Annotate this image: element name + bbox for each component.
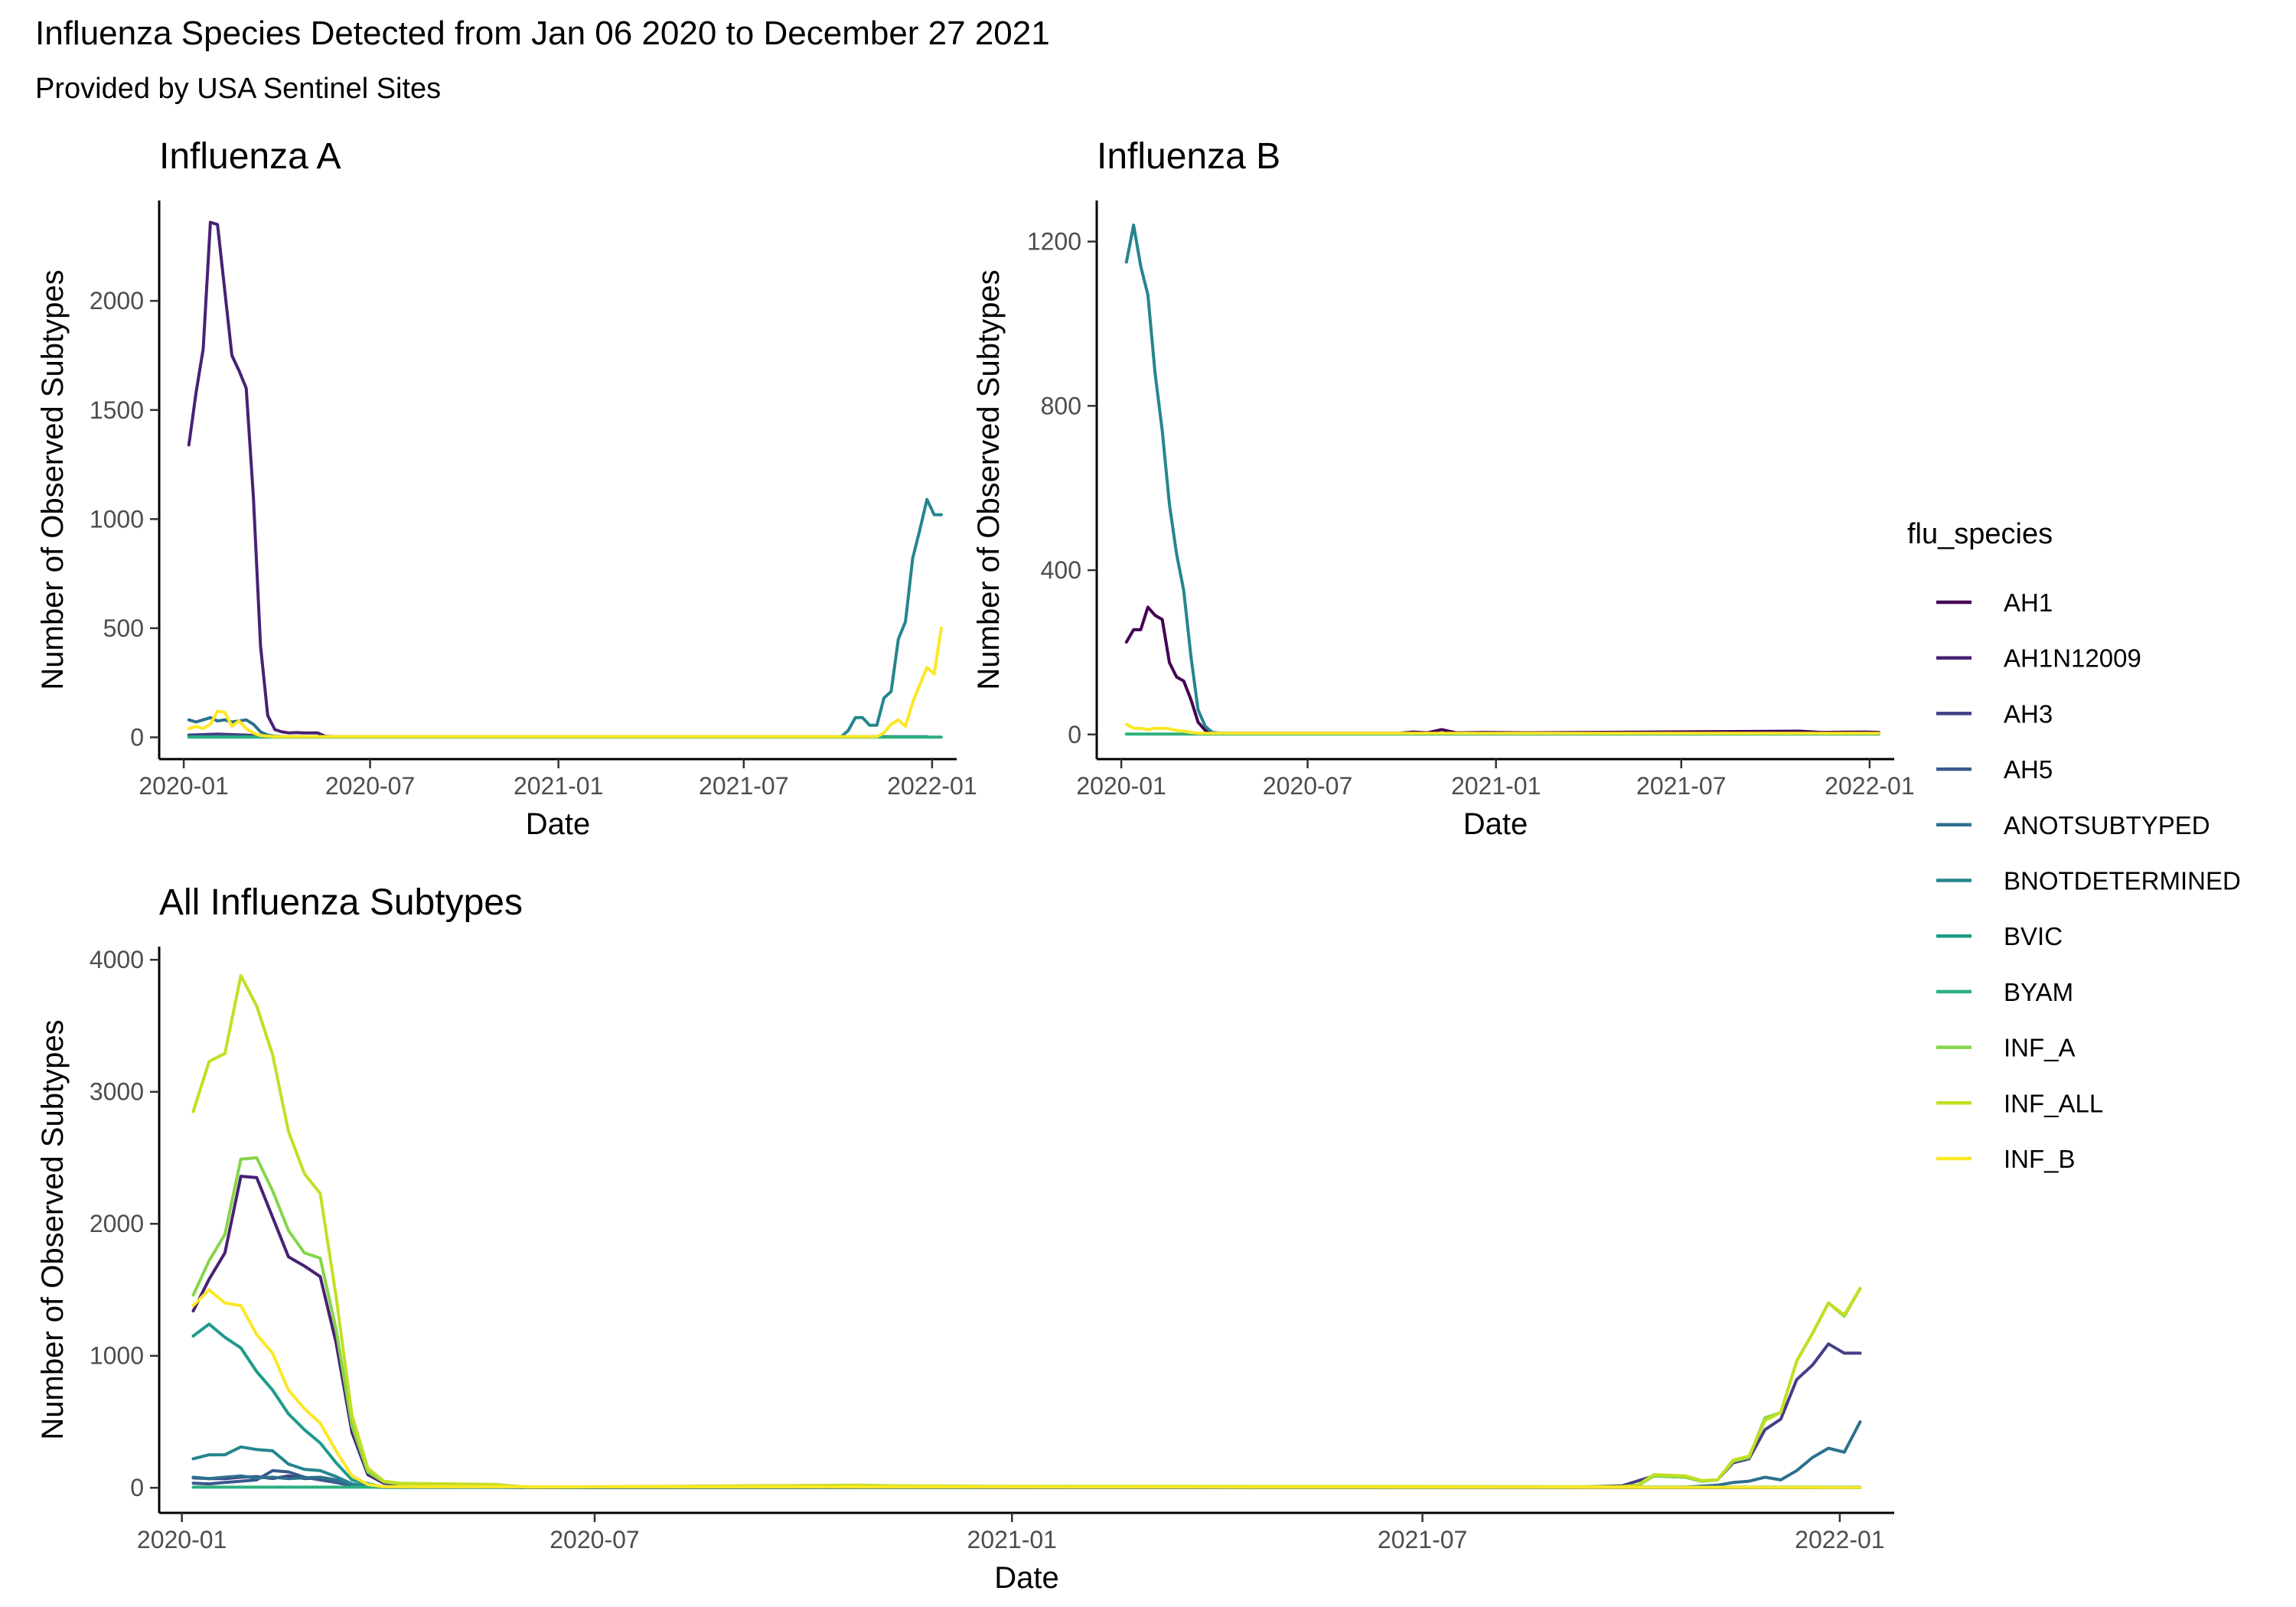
panel-all-influenza-subtypes-series-bnotdetermined (191, 1445, 1862, 1489)
panel-influenza-b-y-axis-label: Number of Observed Subtypes (972, 269, 1006, 689)
panel-all-influenza-subtypes-y-tick-label: 4000 (90, 946, 144, 973)
legend-label-inf-a: INF_A (2004, 1034, 2076, 1062)
legend-label-inf-b: INF_B (2004, 1145, 2076, 1173)
panel-influenza-b-x-axis-label: Date (1463, 807, 1528, 841)
panel-influenza-a-y-tick-label: 1000 (90, 505, 144, 533)
panel-all-influenza-subtypes-y-tick-label: 1000 (90, 1342, 144, 1370)
panel-influenza-b-y-tick-label: 1200 (1027, 228, 1081, 256)
panel-influenza-b-x-tick-label: 2021-07 (1636, 772, 1726, 800)
legend-label-inf-all: INF_ALL (2004, 1089, 2103, 1117)
panel-all-influenza-subtypes-title: All Influenza Subtypes (159, 882, 523, 923)
panel-influenza-a-x-tick-label: 2021-07 (699, 772, 788, 800)
panel-influenza-a-y-tick-label: 500 (103, 614, 144, 642)
panel-influenza-a-y-tick-label: 1500 (90, 396, 144, 424)
panel-all-influenza-subtypes-y-tick-label: 2000 (90, 1210, 144, 1237)
panel-influenza-a-x-tick-label: 2020-01 (139, 772, 228, 800)
panel-all-influenza-subtypes-y-axis-label: Number of Observed Subtypes (36, 1019, 70, 1439)
legend-label-ah5: AH5 (2004, 755, 2053, 784)
panel-influenza-a-series-bnotdetermined (187, 497, 943, 738)
figure-title: Influenza Species Detected from Jan 06 2… (35, 15, 1050, 52)
panel-all-influenza-subtypes-x-tick-label: 2021-01 (967, 1526, 1057, 1553)
panel-influenza-a-x-tick-label: 2021-01 (514, 772, 603, 800)
panel-influenza-b-series-bnotdetermined (1124, 223, 1880, 735)
panel-influenza-a-x-axis-label: Date (526, 807, 591, 841)
panel-influenza-a-x-tick-label: 2022-01 (887, 772, 977, 800)
panel-all-influenza-subtypes-series-bvic (191, 1322, 1862, 1489)
legend-label-bnotdetermined: BNOTDETERMINED (2004, 867, 2241, 895)
panel-influenza-a-series-ah1n12009 (187, 220, 929, 738)
panel-influenza-a-y-axis-label: Number of Observed Subtypes (36, 269, 70, 689)
panel-influenza-b-y-tick-label: 0 (1068, 721, 1081, 748)
figure-subtitle: Provided by USA Sentinel Sites (35, 73, 441, 105)
panel-influenza-b-title: Influenza B (1097, 136, 1280, 177)
panel-all-influenza-subtypes-x-tick-label: 2020-07 (550, 1526, 639, 1553)
panel-influenza-a-y-tick-label: 2000 (90, 287, 144, 315)
panel-influenza-a-y-tick-label: 0 (130, 723, 144, 751)
panel-all-influenza-subtypes-x-tick-label: 2021-07 (1378, 1526, 1467, 1553)
panel-influenza-b-x-tick-label: 2020-01 (1076, 772, 1166, 800)
panel-all-influenza-subtypes-x-tick-label: 2022-01 (1795, 1526, 1884, 1553)
panel-all-influenza-subtypes-x-tick-label: 2020-01 (137, 1526, 227, 1553)
legend-label-anotsubtyped: ANOTSUBTYPED (2004, 811, 2210, 839)
panel-all-influenza-subtypes-y-tick-label: 3000 (90, 1078, 144, 1106)
panel-influenza-b-x-tick-label: 2022-01 (1825, 772, 1914, 800)
legend-label-byam: BYAM (2004, 978, 2073, 1006)
panel-all-influenza-subtypes-series-inf-b (191, 1288, 1862, 1489)
panel-influenza-b-y-tick-label: 400 (1041, 556, 1081, 584)
legend-label-ah1: AH1 (2004, 588, 2053, 617)
panel-influenza-b-y-tick-label: 800 (1041, 392, 1081, 419)
panel-influenza-a-series-inf-b (187, 626, 943, 738)
panel-influenza-a-x-tick-label: 2020-07 (325, 772, 415, 800)
legend-title: flu_species (1907, 518, 2053, 550)
panel-all-influenza-subtypes-x-axis-label: Date (994, 1561, 1059, 1595)
panel-all-influenza-subtypes-y-tick-label: 0 (130, 1474, 144, 1501)
chart-all-influenza-subtypes: All Influenza Subtypes 0 1000 2000 3000 4000 2… (36, 882, 1894, 1595)
panel-influenza-b-series-inf-b (1124, 722, 1880, 735)
legend-label-ah1n12009: AH1N12009 (2004, 644, 2141, 673)
panel-influenza-a-title: Influenza A (159, 136, 341, 177)
panel-influenza-b-x-tick-label: 2020-07 (1263, 772, 1352, 800)
panel-influenza-b-x-tick-label: 2021-01 (1451, 772, 1541, 800)
chart-influenza-b: Influenza B 0 400 800 1200 2020-01 2020-07 2021… (972, 136, 1915, 841)
legend-label-bvic: BVIC (2004, 922, 2063, 950)
legend-label-ah3: AH3 (2004, 699, 2053, 728)
chart-influenza-a: Influenza A 0 500 1000 1500 2000 2020-01 2020-0… (36, 136, 977, 841)
legend: flu_species AH1 AH1N12009 AH3 AH5 ANOTSUBTYP… (1907, 518, 2241, 1173)
